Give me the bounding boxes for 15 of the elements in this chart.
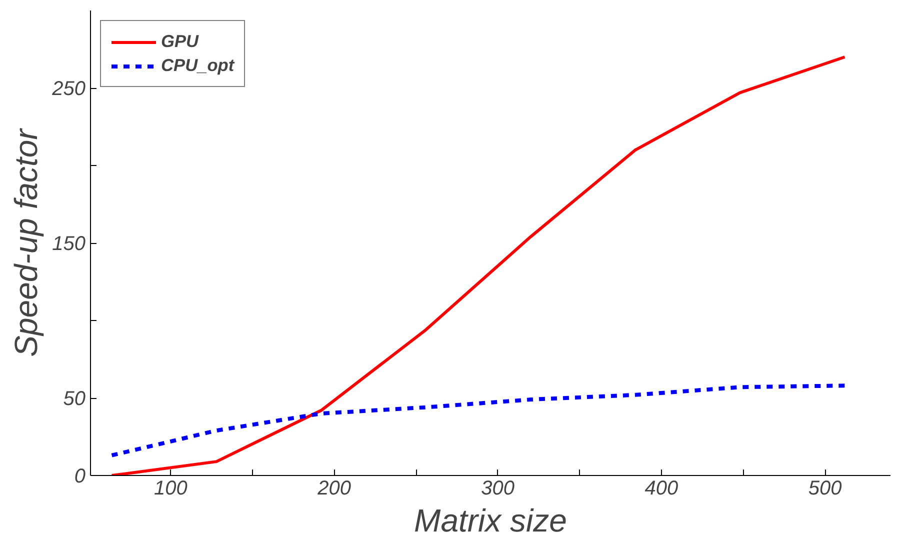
y-tick-label: 150 [52, 233, 86, 255]
legend-label: GPU [161, 31, 199, 52]
y-axis-title: Speed-up factor [8, 128, 44, 357]
y-tick-label: 0 [74, 466, 86, 488]
legend-label: CPU_opt [161, 55, 234, 76]
y-tick-label: 50 [63, 388, 86, 410]
x-axis-title: Matrix size [414, 502, 567, 538]
x-tick-label: 400 [644, 478, 678, 500]
line-series [110, 384, 847, 458]
line-series [110, 56, 846, 476]
x-tick-label: 200 [316, 478, 351, 500]
y-tick-label: 250 [51, 78, 86, 100]
x-tick-label: 300 [481, 478, 515, 500]
x-tick-label: 500 [808, 478, 842, 500]
x-tick-label: 100 [154, 478, 188, 500]
